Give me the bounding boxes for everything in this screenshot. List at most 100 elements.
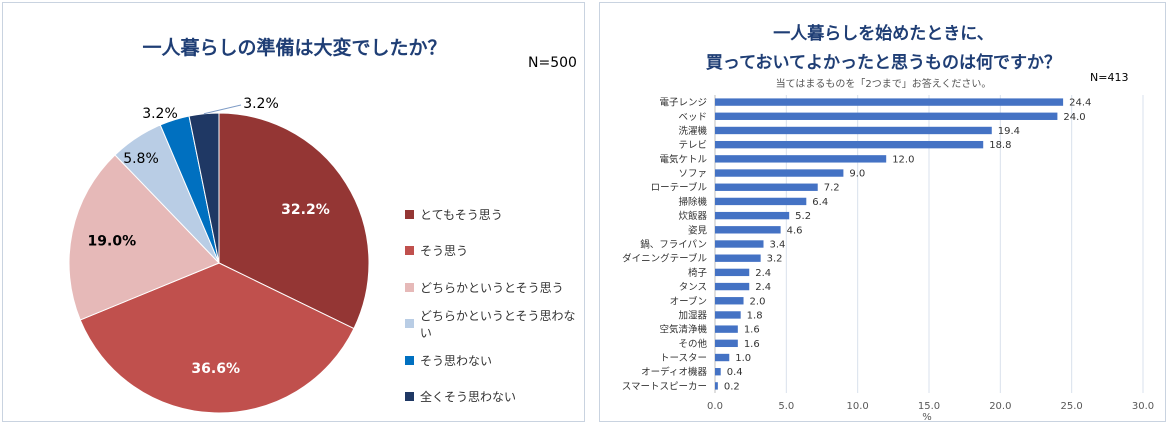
legend-swatch <box>405 319 414 328</box>
bar <box>715 183 818 191</box>
pie-slice <box>68 154 220 321</box>
category-label: 姿見 <box>688 224 708 236</box>
data-label: 24.0 <box>1063 112 1085 123</box>
category-label: 鍋、フライパン <box>640 239 707 251</box>
bar <box>715 197 807 206</box>
legend-item: とてもそう思う <box>405 206 503 222</box>
data-label: 9.0 <box>849 169 865 180</box>
pie-data-label: 32.2% <box>281 202 330 218</box>
data-label: 0.2 <box>724 381 740 392</box>
data-label: 18.8 <box>989 140 1011 151</box>
category-label: 椅子 <box>688 267 708 279</box>
data-label: 2.0 <box>750 296 766 307</box>
data-label: 4.6 <box>787 225 803 236</box>
category-label: ソファ <box>678 169 707 180</box>
pie-sample-size: N=500 <box>528 55 577 71</box>
category-label: 洗濯機 <box>678 125 707 137</box>
data-label: 3.4 <box>770 240 786 251</box>
bar <box>715 311 741 319</box>
legend-swatch <box>405 355 414 365</box>
pie-chart-title: 一人暮らしの準備は大変でしたか？ <box>142 37 447 59</box>
bar <box>715 226 781 234</box>
category-label: 炊飯器 <box>678 210 707 222</box>
bar <box>715 297 744 305</box>
legend-swatch <box>405 392 414 401</box>
data-label: 3.2 <box>767 254 783 265</box>
category-label: テレビ <box>678 140 707 151</box>
data-label: 5.2 <box>795 211 811 222</box>
bar <box>715 282 750 291</box>
bar <box>715 126 992 135</box>
bar <box>715 240 764 248</box>
x-tick-label: 25.0 <box>1061 401 1083 412</box>
data-label: 1.6 <box>744 325 760 336</box>
bar-chart-panel: 一人暮らしを始めたときに、 買っておいてよかったと思うものは何ですか？ 当てはま… <box>599 2 1166 423</box>
bar <box>715 353 730 362</box>
bar-sample-size: N=413 <box>1090 71 1129 84</box>
x-tick-label: 30.0 <box>1132 401 1154 412</box>
pie-data-label: 19.0% <box>88 233 137 249</box>
data-label: 6.4 <box>812 197 828 208</box>
data-label: 12.0 <box>892 154 914 165</box>
data-label: 2.4 <box>755 282 771 293</box>
category-label: 加湿器 <box>678 310 707 321</box>
legend-swatch <box>405 246 414 255</box>
legend-label: とてもそう思う <box>420 207 503 222</box>
bar-chart: 0.0 5.0 10.0 15.0 20.0 25.0 30.0% 電子レンジ 24.4 ベッド 2… <box>622 95 1154 423</box>
bar-chart-subtitle: 当てはまるものを「2つまで」お答えください。 <box>775 79 992 90</box>
x-tick-label: 0.0 <box>707 401 723 412</box>
legend-label: 全くそう思わない <box>420 390 517 404</box>
pie-data-label: 3.2% <box>243 96 279 112</box>
category-label: 電子レンジ <box>659 98 707 109</box>
legend-swatch <box>405 282 414 292</box>
category-label: ローテーブル <box>651 182 708 194</box>
pie-chart: 32.2% 36.6% 19.0% 5.8% 3.2% 3.2% <box>68 96 370 414</box>
legend-swatch <box>405 209 414 219</box>
category-label: トースター <box>660 353 707 364</box>
category-label: スマートスピーカー <box>622 381 707 392</box>
bar-chart-title-line1: 一人暮らしを始めたときに、 <box>773 24 994 44</box>
pie-data-label: 3.2% <box>142 106 178 122</box>
category-label: オーブン <box>670 295 707 307</box>
legend-label: どちらかというとそう思わない <box>419 308 576 340</box>
pie-data-label: 5.8% <box>123 151 159 167</box>
bar <box>715 98 1064 106</box>
x-tick-label: 5.0 <box>778 401 794 412</box>
data-label: 24.4 <box>1069 98 1091 109</box>
legend-item: どちらかというとそう思わない <box>405 309 584 340</box>
category-label: 電気ケトル <box>659 153 707 165</box>
x-axis-label: % <box>922 412 932 423</box>
pie-data-label: 36.6% <box>191 361 240 377</box>
legend-label: そう思う <box>420 244 469 258</box>
pie-slice <box>218 112 370 330</box>
data-label: 2.4 <box>755 268 771 279</box>
bar <box>715 382 718 390</box>
bar <box>715 140 984 149</box>
data-label: 1.6 <box>744 339 760 350</box>
data-label: 1.0 <box>735 353 751 364</box>
bar <box>715 112 1058 120</box>
legend-item: そう思う <box>405 243 468 259</box>
category-label: オーディオ機器 <box>641 366 707 378</box>
bar <box>715 268 750 277</box>
bar <box>715 211 790 220</box>
pie-slice <box>79 262 355 414</box>
bar <box>715 339 738 348</box>
bar <box>715 368 721 376</box>
bar <box>715 254 761 262</box>
legend-label: そう思わない <box>420 353 493 368</box>
bar <box>715 155 887 163</box>
legend-item: どちらかというとそう思う <box>405 279 564 295</box>
data-label: 19.4 <box>998 126 1020 137</box>
x-tick-label: 20.0 <box>989 401 1011 412</box>
category-label: 掃除機 <box>678 196 707 208</box>
category-label: タンス <box>679 282 707 293</box>
category-label: 空気清浄機 <box>659 324 707 336</box>
legend-label: どちらかというとそう思う <box>420 280 564 295</box>
legend-item: 全くそう思わない <box>405 389 516 405</box>
x-tick-label: 15.0 <box>918 401 940 412</box>
data-label: 0.4 <box>727 367 743 378</box>
bar <box>715 169 844 177</box>
data-label: 1.8 <box>747 310 763 321</box>
pie-leader-line <box>203 104 242 115</box>
